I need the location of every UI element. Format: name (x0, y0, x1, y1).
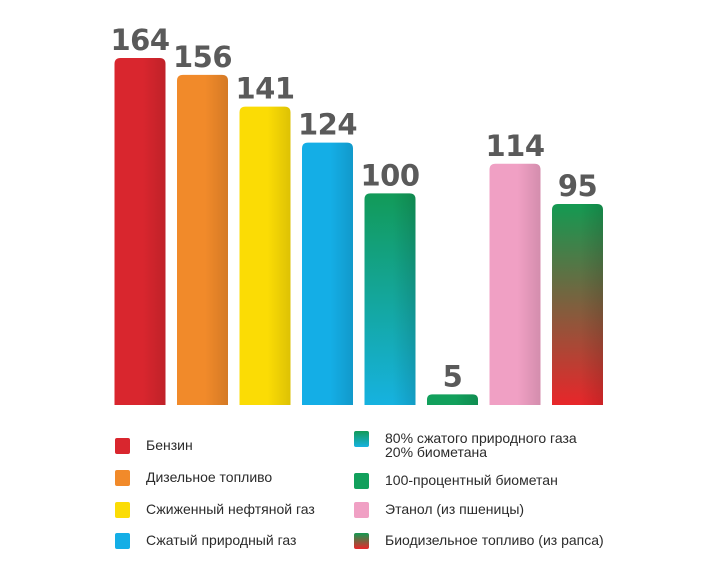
legend-label-biodiesel: Биодизельное топливо (из рапса) (385, 533, 604, 547)
legend-label-gasoline: Бензин (146, 438, 193, 452)
legend-swatch-gasoline (115, 438, 130, 454)
legend-label-line: 80% сжатого природного газа (385, 430, 577, 446)
value-label-7: 114 (485, 129, 544, 163)
value-label-6: 5 (443, 359, 463, 393)
legend-label-line: 20% биометана (385, 444, 488, 460)
legend-label-line: Этанол (из пшеницы) (385, 501, 525, 517)
value-label-1: 164 (110, 23, 169, 57)
legend-label-line: 100-процентный биометан (385, 472, 558, 488)
legend-label-line: Бензин (146, 437, 193, 453)
legend-swatch-biodiesel (354, 533, 369, 549)
bar-4-shade (302, 142, 353, 405)
legend-swatch-diesel (115, 470, 130, 486)
legend-swatch-cng-biomethane-mix (354, 431, 369, 447)
legend-item-biomethane: 100-процентный биометан (354, 473, 558, 489)
legend-item-lpg: Сжиженный нефтяной газ (115, 502, 315, 518)
bar-8-shade (552, 203, 603, 405)
bar-5-shade (364, 193, 416, 405)
legend-label-line: Дизельное топливо (146, 469, 273, 485)
value-label-4: 124 (298, 108, 357, 142)
legend-item-gasoline: Бензин (115, 438, 193, 454)
legend-label-line: Биодизельное топливо (из рапса) (385, 532, 604, 548)
bars-layer (114, 58, 603, 406)
value-label-5: 100 (360, 158, 419, 192)
legend-label-cng: Сжатый природный газ (146, 533, 296, 547)
bar-3-shade (239, 106, 291, 405)
legend-label-cng-biomethane-mix: 80% сжатого природного газа 20% биометан… (385, 431, 577, 459)
legend-label-biomethane: 100-процентный биометан (385, 473, 558, 487)
legend-swatch-biomethane (354, 473, 369, 489)
bar-2-shade (177, 74, 228, 406)
value-label-2: 156 (173, 40, 232, 74)
legend-item-cng: Сжатый природный газ (115, 533, 296, 549)
bar-7-shade (489, 163, 541, 405)
value-label-3: 141 (235, 72, 294, 106)
legend-label-line: Сжиженный нефтяной газ (146, 501, 315, 517)
legend-item-ethanol: Этанол (из пшеницы) (354, 502, 524, 518)
legend-label-diesel: Дизельное топливо (146, 470, 272, 484)
legend-swatch-lpg (115, 502, 130, 518)
bar-6-shade (427, 394, 478, 405)
legend-label-lpg: Сжиженный нефтяной газ (146, 502, 315, 516)
legend-label-line: Сжатый природный газ (146, 532, 297, 548)
legend-swatch-cng (115, 533, 130, 549)
legend-item-biodiesel: Биодизельное топливо (из рапса) (354, 533, 604, 549)
bar-1-shade (114, 58, 166, 405)
value-label-8: 95 (558, 169, 597, 203)
legend-item-cng-biomethane-mix: 80% сжатого природного газа 20% биометан… (354, 431, 577, 459)
legend-label-ethanol: Этанол (из пшеницы) (385, 502, 524, 516)
legend-swatch-ethanol (354, 502, 369, 518)
legend-item-diesel: Дизельное топливо (115, 470, 272, 486)
